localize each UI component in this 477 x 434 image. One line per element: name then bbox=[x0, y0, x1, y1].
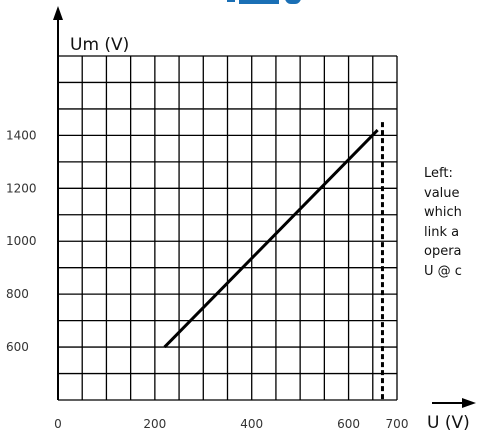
y-tick-label: 600 bbox=[6, 340, 29, 354]
side-note: Left: value which link a opera U @ c bbox=[424, 164, 477, 281]
y-tick-label: 1400 bbox=[6, 128, 37, 142]
side-note-line: opera bbox=[424, 244, 462, 259]
side-note-line: Left: bbox=[424, 166, 453, 181]
series-group bbox=[163, 129, 379, 349]
side-note-line: link a bbox=[424, 224, 460, 240]
chart-grid bbox=[57, 55, 398, 401]
side-note-line: which bbox=[424, 205, 462, 220]
y-tick-label: 800 bbox=[6, 287, 29, 301]
heading-fragment-glyphs bbox=[227, 0, 301, 4]
heading-glyph bbox=[285, 0, 301, 4]
side-note-line: U @ c bbox=[424, 263, 462, 279]
tick-labels: 0 200 400 600 700 600 800 1000 1200 1400 bbox=[6, 128, 408, 431]
chart-axes bbox=[53, 6, 476, 408]
x-axis-arrow bbox=[462, 398, 476, 408]
x-tick-label: 200 bbox=[143, 417, 166, 431]
x-tick-label: 600 bbox=[337, 417, 360, 431]
heading-glyph bbox=[239, 0, 279, 4]
series-line bbox=[163, 129, 379, 349]
side-note-line: value bbox=[424, 185, 460, 201]
y-tick-label: 1200 bbox=[6, 181, 37, 195]
y-tick-label: 1000 bbox=[6, 234, 37, 248]
x-axis-label: U (V) bbox=[427, 413, 470, 433]
heading-glyph bbox=[227, 0, 235, 2]
x-tick-label: 700 bbox=[386, 417, 409, 431]
y-axis-arrow bbox=[53, 6, 63, 20]
x-tick-label: 400 bbox=[240, 417, 263, 431]
heading-fragment bbox=[225, 0, 345, 12]
x-tick-label: 0 bbox=[54, 417, 62, 431]
y-axis-label: Um (V) bbox=[70, 35, 129, 55]
